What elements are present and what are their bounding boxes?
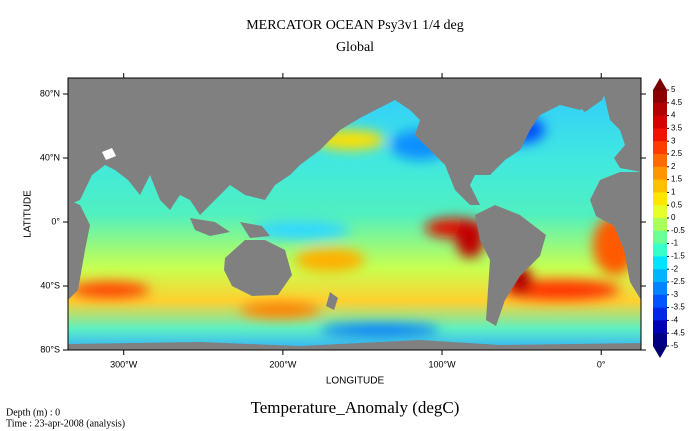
colorbar-tick-label: 2.5 [671, 149, 683, 158]
land [68, 78, 641, 350]
colorbar-tick-label: 4.5 [671, 98, 683, 107]
colorbar-segment [653, 269, 667, 283]
colorbar-over [653, 78, 667, 90]
colorbar-tick-label: -4.5 [671, 328, 685, 337]
y-tick-label: 80°S [40, 344, 60, 354]
colorbar-segment [653, 333, 667, 347]
colorbar-segment [653, 154, 667, 168]
y-tick-label: 80°N [40, 88, 60, 98]
colorbar-segment [653, 294, 667, 309]
colorbar-segment [653, 179, 667, 193]
colorbar-tick-label: -4 [671, 316, 679, 325]
colorbar-tick-label: 1.5 [671, 175, 683, 184]
x-tick-label: 0° [597, 359, 606, 369]
colorbar-tick-label: 1 [671, 188, 676, 197]
y-axis-label: LATITUDE [23, 190, 34, 238]
colorbar-tick-label: -1 [671, 239, 679, 248]
colorbar-tick-label: -2.5 [671, 277, 685, 286]
map-field [68, 78, 641, 350]
colorbar-tick-label: 3 [671, 136, 676, 145]
colorbar-tick-label: -3 [671, 290, 679, 299]
x-tick-label: 200°W [269, 359, 297, 369]
colorbar-segment [653, 230, 667, 245]
colorbar-segment [653, 243, 667, 257]
title: MERCATOR OCEAN Psy3v1 1/4 deg [246, 18, 464, 33]
colorbar-tick-label: 5 [671, 85, 676, 94]
colorbar-tick-label: 4 [671, 111, 676, 120]
colorbar-tick-label: -1.5 [671, 252, 685, 261]
time-note: Time : 23-apr-2008 (analysis) [6, 418, 125, 429]
colorbar-label: Temperature_Anomaly (degC) [251, 398, 460, 417]
colorbar-segment [653, 128, 667, 142]
colorbar-segment [653, 320, 667, 334]
depth-note: Depth (m) : 0 [6, 407, 60, 418]
y-tick-label: 0° [51, 216, 60, 226]
colorbar-tick-label: 0 [671, 213, 676, 222]
colorbar-segment [653, 90, 667, 104]
x-tick-label: 100°W [428, 359, 456, 369]
x-tick-label: 300°W [110, 359, 138, 369]
x-axis-label: LONGITUDE [326, 376, 385, 387]
colorbar-segment [653, 218, 667, 232]
colorbar-segment [653, 102, 667, 117]
colorbar-segment [653, 307, 667, 321]
colorbar-segment [653, 282, 667, 296]
ice [102, 148, 116, 160]
colorbar-tick-label: -0.5 [671, 226, 685, 235]
plot-frame [67, 77, 642, 351]
colorbar-tick-label: -3.5 [671, 303, 685, 312]
colorbar-segment [653, 205, 667, 219]
y-tick-label: 40°S [40, 280, 60, 290]
colorbar-under [653, 346, 667, 358]
colorbar-tick-label: 0.5 [671, 200, 683, 209]
colorbar-tick-label: -2 [671, 264, 679, 273]
colorbar-segment [653, 256, 667, 270]
colorbar-segment [653, 141, 667, 155]
colorbar-tick-label: 3.5 [671, 124, 683, 133]
colorbar-tick-label: 2 [671, 162, 676, 171]
colorbar-segment [653, 115, 667, 129]
colorbar-segment [653, 192, 667, 206]
colorbar-tick-label: -5 [671, 341, 679, 350]
anomaly-patches [70, 97, 637, 336]
subtitle: Global [336, 40, 374, 55]
y-tick-label: 40°N [40, 152, 60, 162]
colorbar-segment [653, 166, 667, 181]
